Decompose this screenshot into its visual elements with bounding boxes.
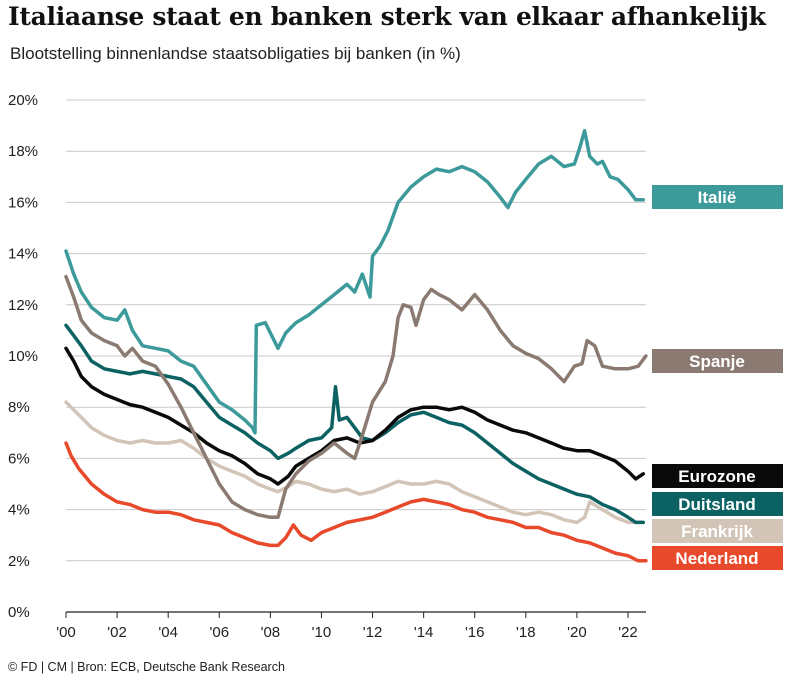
- y-tick-label: 8%: [8, 399, 30, 416]
- end-label-text: Italië: [698, 188, 737, 207]
- series-line-eurozone: [64, 346, 646, 486]
- chart-title: Italiaanse staat en banken sterk van elk…: [8, 2, 766, 31]
- end-label-text: Frankrijk: [681, 522, 753, 541]
- end-label-nederland: Nederland: [652, 546, 783, 570]
- end-label-duitsland: Duitsland: [652, 492, 783, 516]
- end-label-box: [652, 464, 783, 488]
- end-label-box: [652, 546, 783, 570]
- end-label-box: [652, 519, 783, 543]
- x-tick-label: '22: [618, 624, 638, 641]
- source-credit: © FD | CM | Bron: ECB, Deutsche Bank Res…: [8, 660, 285, 674]
- end-label-box: [652, 185, 783, 209]
- x-tick-label: '00: [56, 624, 76, 641]
- end-label-frankrijk: Frankrijk: [652, 519, 783, 543]
- end-label-text: Duitsland: [678, 495, 755, 514]
- end-label-eurozone: Eurozone: [652, 464, 783, 488]
- y-tick-label: 0%: [8, 604, 30, 621]
- gridlines: 0% 2% 4% 6% 8% 10% 12% 14% 16% 18% 20%: [8, 92, 646, 621]
- y-tick-label: 18%: [8, 143, 38, 160]
- y-tick-label: 14%: [8, 246, 38, 263]
- y-tick-label: 2%: [8, 553, 30, 570]
- y-tick-label: 12%: [8, 297, 38, 314]
- end-label-box: [652, 492, 783, 516]
- x-tick-label: '04: [158, 624, 178, 641]
- series-line-spanje: [64, 274, 648, 520]
- x-tick-label: '18: [516, 624, 536, 641]
- end-label-text: Eurozone: [678, 467, 755, 486]
- x-tick-label: '20: [567, 624, 587, 641]
- x-tick-label: '06: [209, 624, 229, 641]
- series-lines: [64, 128, 648, 563]
- x-tick-label: '14: [414, 624, 434, 641]
- x-tick-label: '08: [261, 624, 281, 641]
- y-tick-label: 10%: [8, 348, 38, 365]
- x-tick-label: '12: [363, 624, 383, 641]
- series-line-frankrijk: [64, 400, 643, 525]
- y-tick-label: 16%: [8, 194, 38, 211]
- end-label-itali: Italië: [652, 185, 783, 209]
- y-tick-label: 6%: [8, 450, 30, 467]
- end-label-text: Spanje: [689, 352, 745, 371]
- x-tick-label: '16: [465, 624, 485, 641]
- x-tick-label: '02: [107, 624, 127, 641]
- x-tick-label: '10: [312, 624, 332, 641]
- y-tick-label: 4%: [8, 502, 30, 519]
- series-line-nederland: [64, 441, 648, 563]
- x-axis-ticks: '00 '02 '04 '06 '08 '10 '12 '14 '16 '18 '20 '22: [56, 612, 638, 641]
- end-label-box: [652, 349, 783, 373]
- chart-subtitle: Blootstelling binnenlandse staatsobligat…: [10, 44, 461, 63]
- series-line-itali: [64, 128, 646, 435]
- y-tick-label: 20%: [8, 92, 38, 109]
- end-label-spanje: Spanje: [652, 349, 783, 373]
- series-end-labels: Frankrijk Nederland Duitsland Eurozone Spanj…: [652, 185, 783, 570]
- end-label-text: Nederland: [675, 549, 758, 568]
